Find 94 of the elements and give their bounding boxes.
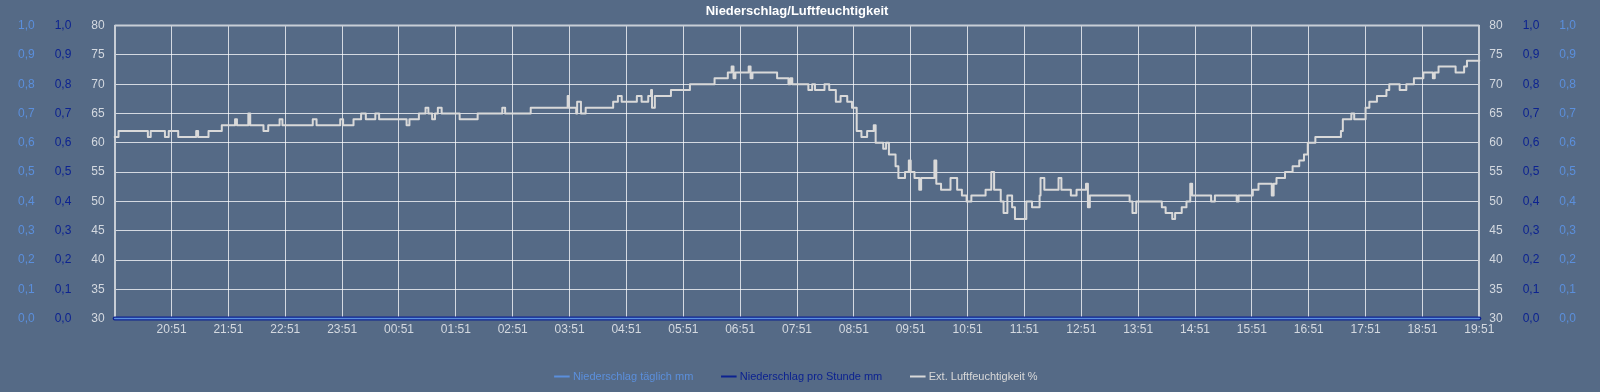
y-tick-label: 35 [91,281,106,296]
y3-tick-label: 0,4 [17,193,35,208]
y3-tick-label: 0,6 [17,135,35,150]
y2-tick-label: 40 [1489,252,1503,267]
x-tick-label: 04:51 [611,322,642,337]
x-tick-label: 21:51 [213,322,244,337]
x-tick-label: 10:51 [952,322,983,337]
y-tick-label: 65 [91,105,106,120]
y3-tick-label: 0,8 [17,76,35,91]
x-tick-label: 07:51 [781,322,813,337]
y-tick-label: 30 [91,310,106,325]
text: 0,4 [1522,193,1540,208]
y3-tick-label: 0,9 [17,47,35,62]
text: 0,6 [54,135,72,150]
legend-label: Niederschlag pro Stunde mm [739,369,883,382]
text: 0,6 [1522,135,1540,150]
text: 0,4 [54,193,72,208]
text: 0,4 [1559,193,1577,208]
y2-tick-label: 30 [1489,310,1503,325]
text: 1,0 [54,17,72,32]
text: 0,1 [54,281,72,296]
x-tick-label: 17:51 [1350,322,1381,337]
text: 0,2 [54,252,72,267]
y3-tick-label: 0,0 [17,310,35,325]
y-tick-label: 60 [91,135,106,150]
y2-tick-label: 75 [1489,47,1503,62]
text: 0,9 [1522,47,1540,62]
text: 0,9 [1559,47,1577,62]
text: 1,0 [1559,17,1577,32]
x-tick-label: 14:51 [1179,322,1211,337]
text: 0,2 [1559,252,1577,267]
x-tick-label: 06:51 [725,322,756,337]
y-tick-label: 45 [91,223,106,238]
x-tick-label: 16:51 [1293,322,1325,337]
y2-tick-label: 55 [1489,164,1503,179]
y-tick-label: 50 [91,193,106,208]
x-tick-label: 12:51 [1066,322,1097,337]
x-tick-label: 03:51 [554,322,585,337]
text: 0,5 [54,164,72,179]
y3-tick-label: 0,2 [17,252,35,267]
text: 1,0 [1522,17,1540,32]
y2-tick-label: 65 [1489,105,1503,120]
x-tick-label: 11:51 [1009,322,1040,337]
text: 0,8 [54,76,72,91]
y3-tick-label: 0,7 [17,105,35,120]
text: 0,8 [1559,76,1577,91]
text: 0,0 [1522,310,1540,325]
y2-tick-label: 45 [1489,223,1503,238]
x-tick-label: 05:51 [668,322,699,337]
x-tick-label: 09:51 [895,322,927,337]
x-tick-label: 19:51 [1464,322,1495,337]
x-tick-label: 00:51 [383,322,415,337]
x-tick-label: 01:51 [440,322,472,337]
x-tick-label: 23:51 [327,322,358,337]
text: 0,8 [1522,76,1540,91]
text: 0,5 [1522,164,1540,179]
y-tick-label: 75 [91,47,106,62]
legend-label: Niederschlag täglich mm [572,369,694,382]
text: 0,0 [1559,310,1577,325]
y-tick-label: 40 [91,252,106,267]
x-tick-label: 18:51 [1407,322,1438,337]
text: 0,2 [1522,252,1540,267]
text: 0,1 [1559,281,1577,296]
text: 0,3 [1559,223,1577,238]
y3-tick-label: 0,3 [17,223,35,238]
y3-tick-label: 0,1 [17,281,35,296]
x-tick-label: 02:51 [497,322,529,337]
text: 0,7 [54,105,72,120]
text: 0,3 [54,223,72,238]
y2-tick-label: 50 [1489,193,1503,208]
text: 0,5 [1559,164,1577,179]
y-tick-label: 80 [91,17,106,32]
text: 0,6 [1559,135,1577,150]
y-tick-label: 55 [91,164,106,179]
legend-label: Ext. Luftfeuchtigkeit % [928,369,1038,382]
text: 0,0 [54,310,72,325]
x-tick-label: 13:51 [1123,322,1154,337]
y2-tick-label: 60 [1489,135,1503,150]
chart-title: Niederschlag/Luftfeuchtigkeit [705,3,890,19]
y3-tick-label: 0,5 [17,164,35,179]
text: 0,7 [1559,105,1577,120]
x-tick-label: 20:51 [156,322,187,337]
x-tick-label: 15:51 [1236,322,1268,337]
y2-tick-label: 35 [1489,281,1503,296]
y2-tick-label: 70 [1489,76,1503,91]
y3-tick-label: 1,0 [17,17,35,32]
x-tick-label: 08:51 [838,322,870,337]
text: 0,1 [1522,281,1540,296]
text: 0,3 [1522,223,1540,238]
text: 0,9 [54,47,72,62]
y-tick-label: 70 [91,76,106,91]
y2-tick-label: 80 [1489,17,1503,32]
text: 0,7 [1522,105,1540,120]
x-tick-label: 22:51 [270,322,301,337]
